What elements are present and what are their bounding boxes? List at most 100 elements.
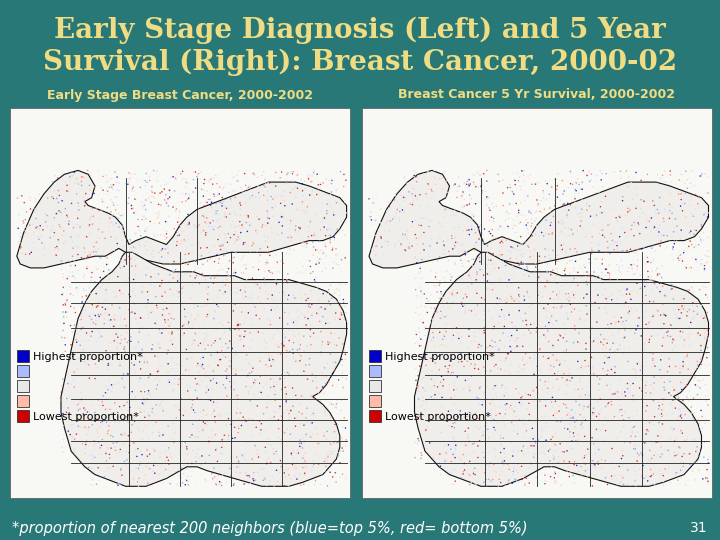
Point <box>423 372 435 380</box>
Point <box>520 459 531 468</box>
Point <box>567 230 579 238</box>
Point <box>292 466 303 475</box>
Point <box>330 252 342 261</box>
Point <box>176 307 187 315</box>
Point <box>462 357 473 366</box>
Point <box>258 366 269 375</box>
Point <box>370 242 382 251</box>
Point <box>597 183 608 191</box>
Point <box>320 435 332 444</box>
Point <box>217 199 229 208</box>
Point <box>580 263 591 272</box>
Point <box>563 414 575 422</box>
Point <box>231 409 243 417</box>
Point <box>421 416 433 424</box>
Point <box>112 290 123 299</box>
Point <box>289 332 300 341</box>
Point <box>599 230 611 239</box>
Point <box>630 204 642 213</box>
Point <box>440 453 451 461</box>
Point <box>276 210 287 218</box>
Point <box>660 191 672 199</box>
Point <box>696 413 708 421</box>
Point <box>467 416 478 424</box>
Point <box>409 173 420 181</box>
Point <box>68 273 80 281</box>
Point <box>410 436 422 444</box>
Point <box>467 214 478 223</box>
Point <box>672 254 684 262</box>
Point <box>604 345 616 354</box>
Point <box>181 444 193 453</box>
Point <box>108 376 120 384</box>
Point <box>382 238 393 247</box>
Point <box>323 467 334 475</box>
Point <box>630 366 642 375</box>
Point <box>179 233 190 242</box>
Point <box>418 393 429 402</box>
Point <box>212 361 224 370</box>
Point <box>606 380 617 388</box>
Point <box>609 192 621 200</box>
Point <box>117 226 129 235</box>
Point <box>267 262 279 271</box>
Point <box>229 456 240 464</box>
Point <box>567 477 578 486</box>
Point <box>462 226 473 234</box>
Point <box>319 305 330 313</box>
Point <box>585 400 596 409</box>
Point <box>658 217 670 226</box>
Point <box>140 227 151 235</box>
Point <box>647 356 658 364</box>
Point <box>413 355 425 364</box>
Point <box>189 266 201 274</box>
Point <box>621 167 632 176</box>
Point <box>104 412 115 421</box>
Point <box>150 401 162 409</box>
Point <box>570 397 582 406</box>
Point <box>307 377 318 386</box>
Point <box>522 192 534 201</box>
Point <box>521 221 532 230</box>
Point <box>684 237 696 245</box>
Point <box>86 464 97 472</box>
Point <box>559 401 571 409</box>
Point <box>243 304 254 313</box>
Point <box>317 217 328 226</box>
Point <box>693 382 704 391</box>
Point <box>279 333 291 341</box>
Point <box>114 363 125 372</box>
Point <box>524 247 536 256</box>
Point <box>678 315 689 323</box>
Point <box>642 392 653 401</box>
Point <box>84 345 96 354</box>
Point <box>227 254 238 262</box>
Point <box>243 369 255 377</box>
Point <box>122 199 134 207</box>
Bar <box>369 395 381 407</box>
Point <box>492 225 504 234</box>
Point <box>143 463 154 472</box>
Point <box>138 284 150 292</box>
Point <box>211 226 222 234</box>
Point <box>570 203 582 212</box>
Point <box>641 409 652 418</box>
Point <box>168 225 180 233</box>
Point <box>220 230 231 239</box>
Point <box>331 225 343 233</box>
Point <box>109 334 121 343</box>
Point <box>647 256 659 265</box>
Point <box>505 253 516 262</box>
Point <box>522 172 534 181</box>
Point <box>292 306 304 315</box>
Point <box>284 413 295 421</box>
Point <box>541 276 553 285</box>
Point <box>656 374 667 382</box>
Point <box>498 188 509 197</box>
Point <box>176 237 187 245</box>
Point <box>213 266 225 275</box>
Point <box>511 169 523 178</box>
Point <box>276 340 287 348</box>
Point <box>600 353 611 361</box>
Point <box>181 259 193 267</box>
